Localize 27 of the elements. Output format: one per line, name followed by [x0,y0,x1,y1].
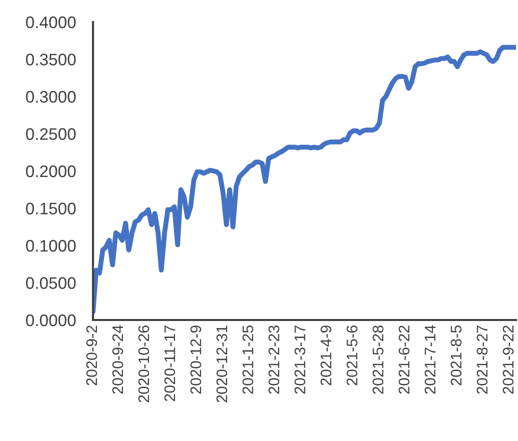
x-tick-label: 2021-3-17 [294,326,306,394]
x-tick-label: 2021-9-22 [502,326,514,394]
y-tick-label: 0.1500 [26,202,76,214]
x-tick-label: 2021-5-28 [372,326,384,394]
x-tick-label: 2021-1-25 [242,325,254,394]
x-tick-label: 2021-7-14 [424,325,436,394]
x-tick-label: 2020-12-9 [190,326,202,394]
y-tick-label: 0.0500 [26,277,76,289]
x-tick-label: 2021-8-5 [450,325,462,386]
y-tick-label: 0.2000 [26,165,76,178]
x-tick-label: 2021-2-23 [268,326,280,394]
x-tick-label: 2021-8-27 [476,326,488,394]
x-tick-label: 2021-6-22 [398,326,410,394]
x-tick-label: 2021-5-6 [346,326,358,386]
line-series [93,44,516,314]
x-tick-label: 2021-4-9 [320,326,332,386]
y-tick-label: 0.3000 [26,90,76,103]
y-tick-label: 0.0000 [26,314,76,326]
y-tick-label: 0.2500 [26,128,76,140]
y-tick-label: 0.1000 [26,240,76,252]
y-tick-label: 0.3500 [26,54,76,66]
x-tick-label: 2020-12-31 [216,326,228,402]
y-tick-label: 0.4000 [26,16,76,28]
x-tick-label: 2020-11-17 [164,326,176,402]
x-tick-label: 2020-10-26 [138,326,150,402]
x-tick-label: 2020-9-2 [86,326,98,386]
x-tick-label: 2020-9-24 [112,325,124,394]
